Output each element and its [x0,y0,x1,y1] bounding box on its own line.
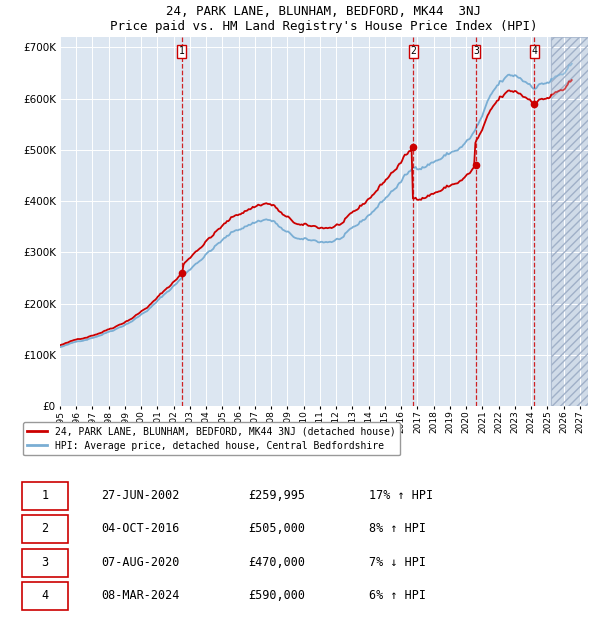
Text: 6% ↑ HPI: 6% ↑ HPI [369,589,426,602]
Text: 4: 4 [531,46,537,56]
Text: 1: 1 [179,46,185,56]
FancyBboxPatch shape [22,515,68,543]
Text: 7% ↓ HPI: 7% ↓ HPI [369,556,426,569]
Text: 04-OCT-2016: 04-OCT-2016 [101,523,179,535]
Title: 24, PARK LANE, BLUNHAM, BEDFORD, MK44  3NJ
Price paid vs. HM Land Registry's Hou: 24, PARK LANE, BLUNHAM, BEDFORD, MK44 3N… [110,5,538,33]
Text: 07-AUG-2020: 07-AUG-2020 [101,556,179,569]
Text: 27-JUN-2002: 27-JUN-2002 [101,489,179,502]
Text: 2: 2 [41,523,49,535]
Text: 08-MAR-2024: 08-MAR-2024 [101,589,179,602]
FancyBboxPatch shape [22,482,68,510]
Legend: 24, PARK LANE, BLUNHAM, BEDFORD, MK44 3NJ (detached house), HPI: Average price, : 24, PARK LANE, BLUNHAM, BEDFORD, MK44 3N… [23,422,400,456]
Text: £259,995: £259,995 [248,489,305,502]
Text: 17% ↑ HPI: 17% ↑ HPI [369,489,433,502]
Text: £590,000: £590,000 [248,589,305,602]
Text: £470,000: £470,000 [248,556,305,569]
Text: 4: 4 [41,589,49,602]
FancyBboxPatch shape [22,582,68,610]
FancyBboxPatch shape [22,549,68,577]
Text: 3: 3 [41,556,49,569]
Bar [551,37,588,406]
Text: 2: 2 [410,46,416,56]
Text: 1: 1 [41,489,49,502]
Text: £505,000: £505,000 [248,523,305,535]
Text: 3: 3 [473,46,479,56]
Bar [551,37,588,406]
Text: 8% ↑ HPI: 8% ↑ HPI [369,523,426,535]
